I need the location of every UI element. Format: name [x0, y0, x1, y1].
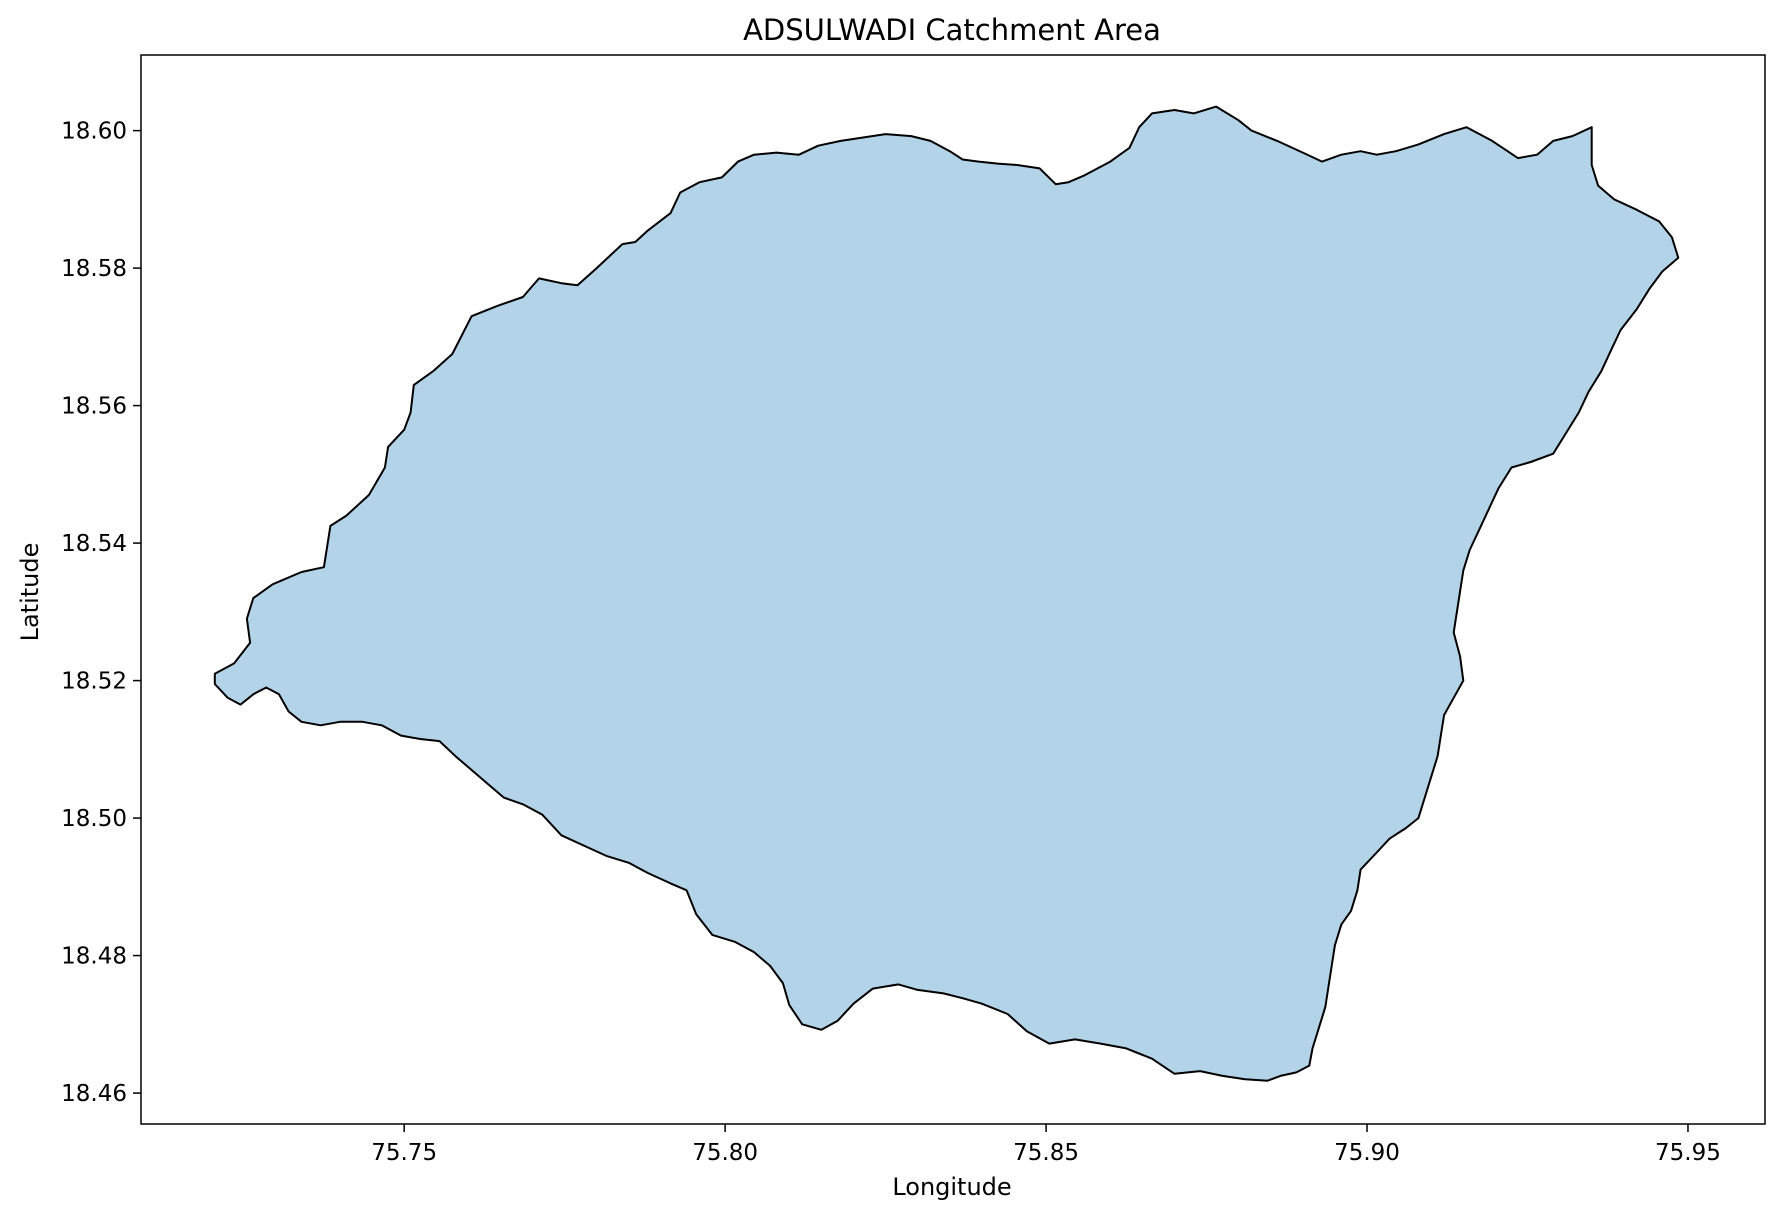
- y-tick-label: 18.46: [61, 1081, 127, 1107]
- y-tick-label: 18.56: [61, 394, 127, 420]
- y-tick-label: 18.50: [61, 806, 127, 832]
- x-tick-label: 75.75: [371, 1140, 437, 1166]
- y-axis-label: Latitude: [16, 543, 44, 642]
- y-axis: 18.46 18.48 18.50 18.52 18.54 18.56 18.58 18.60: [61, 119, 141, 1107]
- y-tick-label: 18.54: [61, 531, 127, 557]
- plot-area: [213, 105, 1680, 1082]
- x-tick-label: 75.95: [1655, 1140, 1721, 1166]
- x-axis-label: Longitude: [892, 1173, 1011, 1201]
- x-tick-label: 75.90: [1334, 1140, 1400, 1166]
- catchment-polygon: [213, 105, 1680, 1082]
- x-tick-label: 75.85: [1013, 1140, 1079, 1166]
- y-tick-label: 18.48: [61, 944, 127, 970]
- y-tick-label: 18.52: [61, 669, 127, 695]
- y-tick-label: 18.58: [61, 256, 127, 282]
- x-tick-label: 75.80: [692, 1140, 758, 1166]
- x-axis: 75.75 75.80 75.85 75.90 75.95: [371, 1124, 1721, 1166]
- y-tick-label: 18.60: [61, 119, 127, 145]
- axes-frame: [140, 54, 1766, 1125]
- chart-title: ADSULWADI Catchment Area: [743, 13, 1161, 47]
